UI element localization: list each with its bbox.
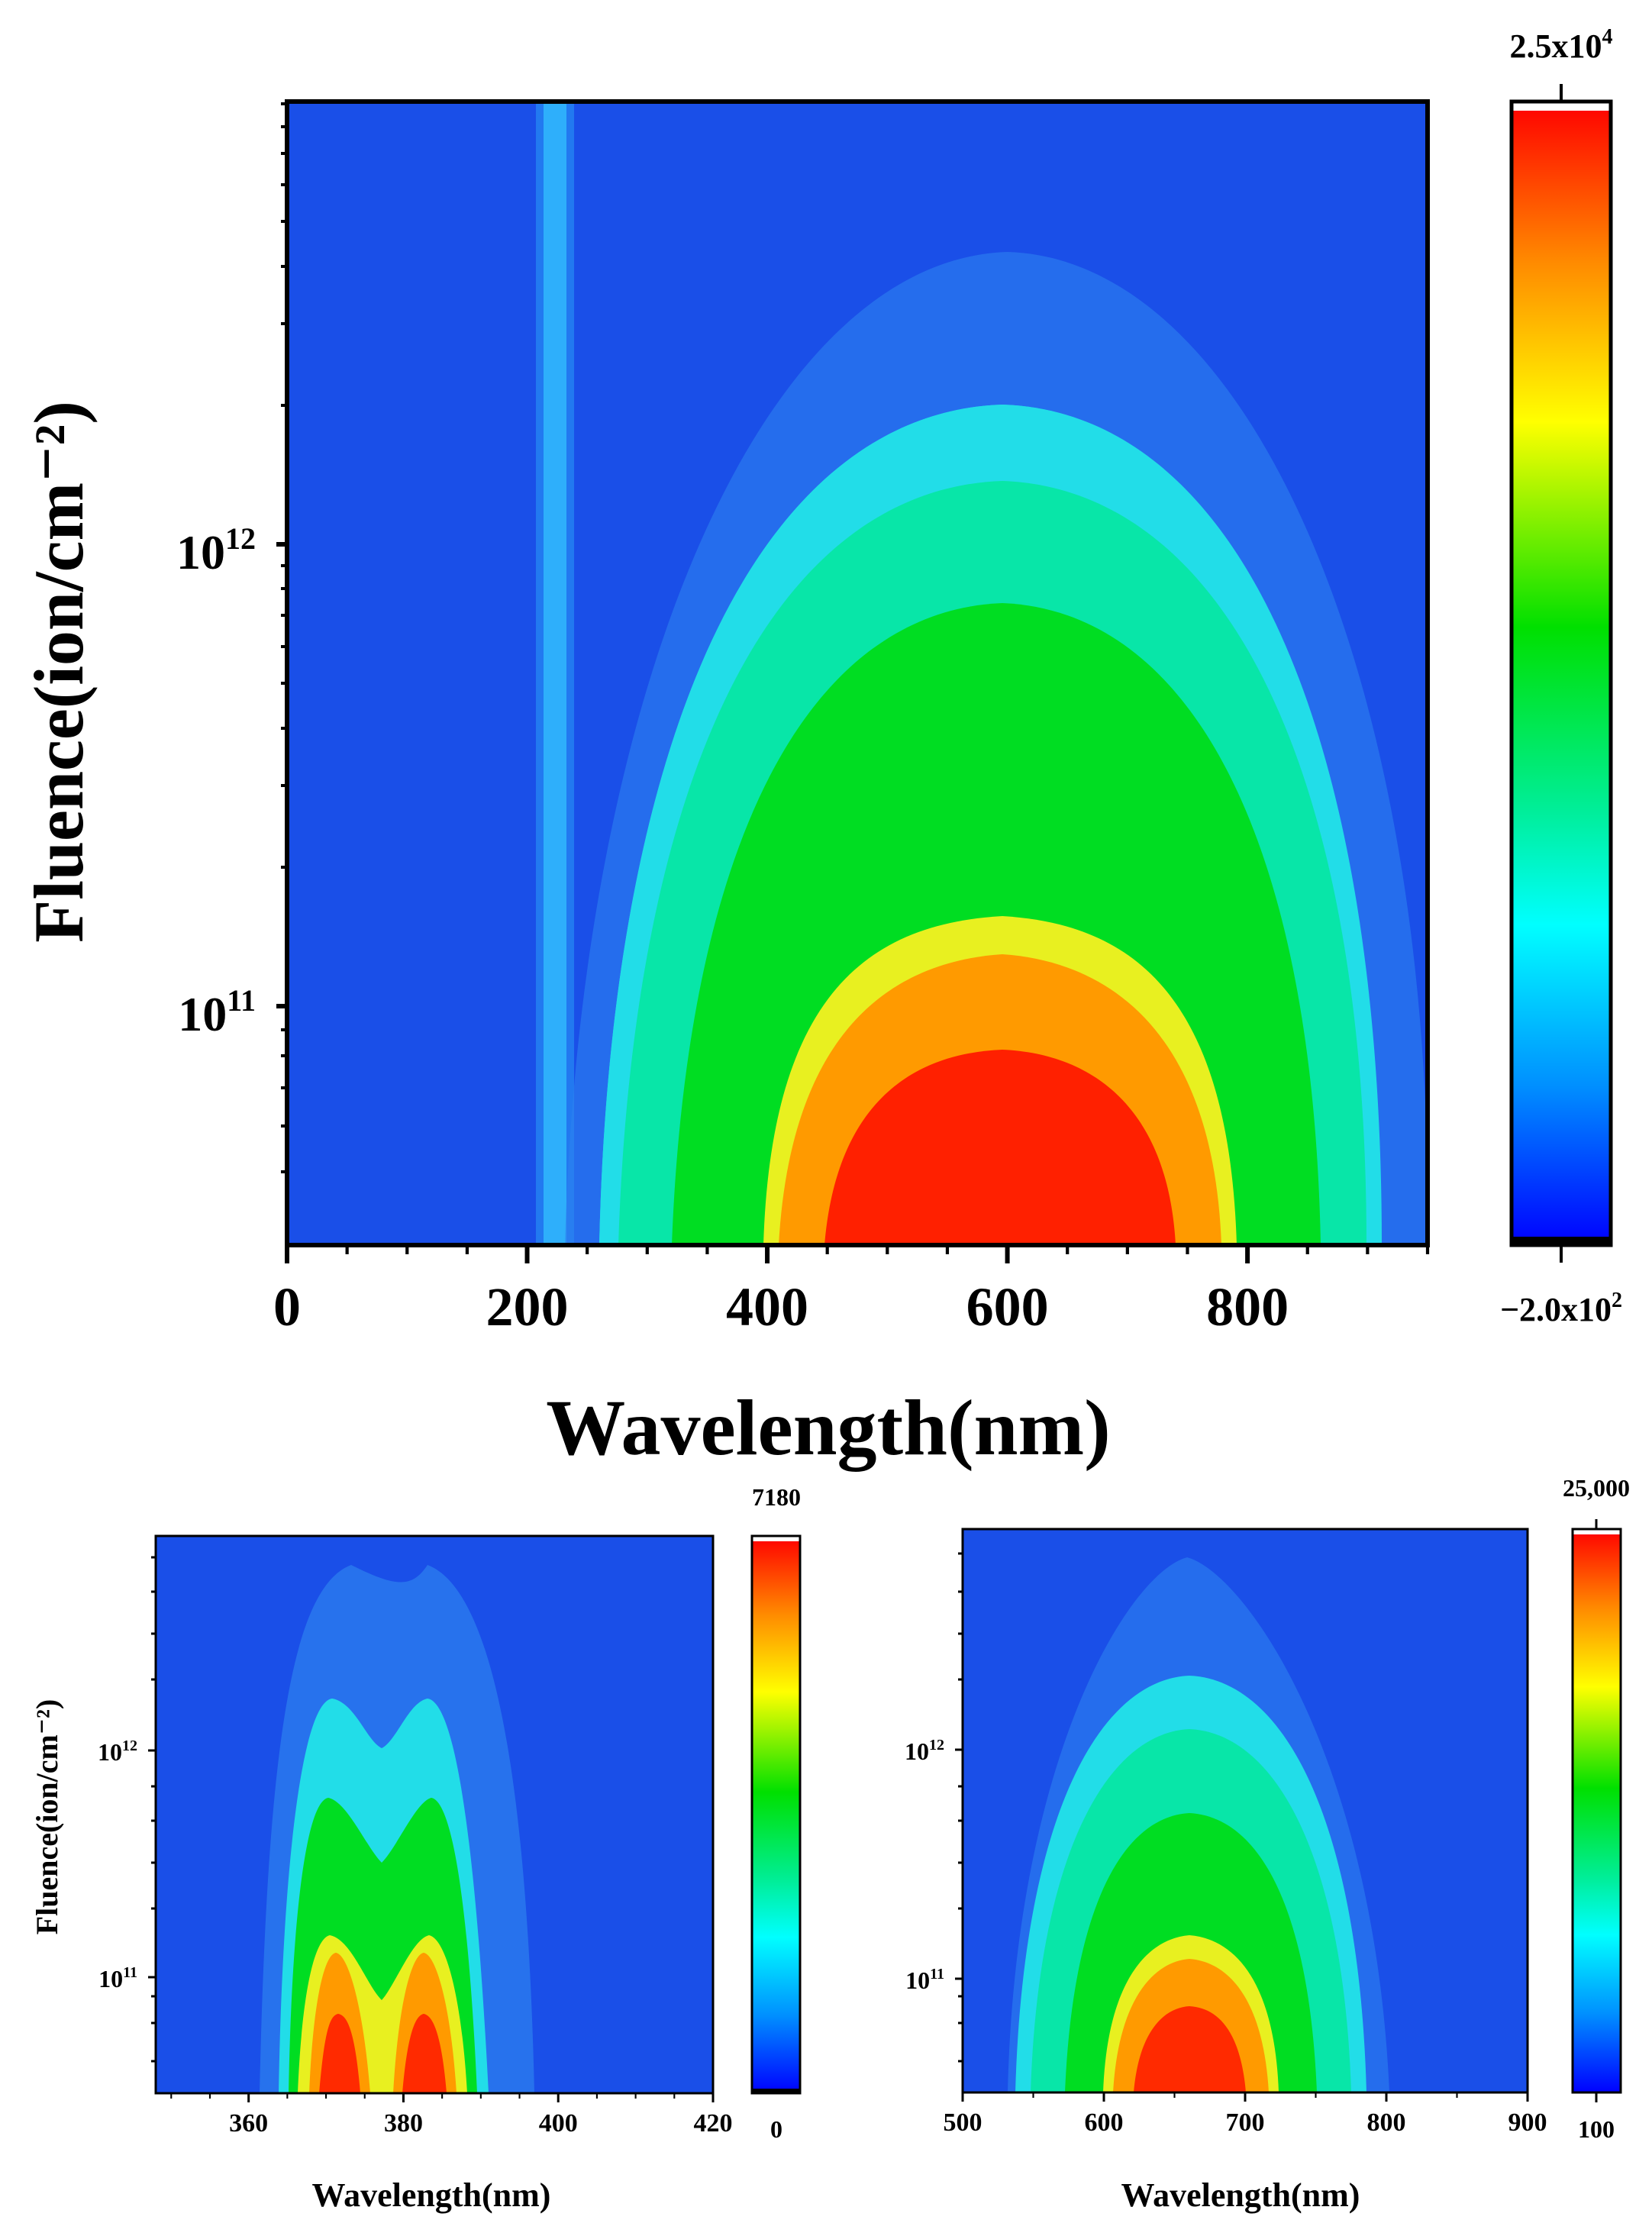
band-red bbox=[1134, 2006, 1246, 2092]
main-heatmap: 0 200 400 600 800 1012 bbox=[20, 99, 1430, 1472]
narrow-line bbox=[544, 102, 566, 1245]
x-axis-title: Wavelength(nm) bbox=[312, 2176, 551, 2214]
colorbar-underflow bbox=[752, 2089, 800, 2093]
x-tick-label: 0 bbox=[273, 1276, 301, 1337]
x-tick-label: 900 bbox=[1508, 2108, 1547, 2137]
inset-left-colorbar: 7180 0 bbox=[750, 1483, 802, 2143]
y-tick-label-1e12: 1012 bbox=[176, 521, 256, 579]
x-axis-ticks: 360 380 400 420 bbox=[170, 2093, 733, 2138]
colorbar-underflow bbox=[1512, 1237, 1611, 1245]
y-tick-label-1e11: 1011 bbox=[98, 1964, 137, 1992]
colorbar-gradient bbox=[1573, 1529, 1621, 2092]
band-red bbox=[824, 1050, 1176, 1245]
y-axis-title: Fluence(ion/cm⁻²) bbox=[30, 1699, 64, 1935]
inset-right-heatmap: 500 600 700 800 900 1012 1011 Wavelength(nm) bbox=[905, 1528, 1547, 2214]
y-axis-ticks bbox=[148, 1556, 156, 2063]
x-tick-label: 600 bbox=[1085, 2108, 1124, 2137]
colorbar-max-label: 2.5x104 bbox=[1510, 25, 1613, 65]
colorbar-overflow bbox=[1573, 1529, 1621, 1534]
x-tick-label: 800 bbox=[1206, 1276, 1289, 1337]
x-tick-label: 420 bbox=[694, 2109, 733, 2138]
y-tick-label-1e11: 1011 bbox=[178, 983, 256, 1041]
colorbar-overflow bbox=[1512, 102, 1611, 111]
colorbar-frame bbox=[750, 1534, 802, 2095]
y-tick-label-1e11: 1011 bbox=[905, 1966, 944, 1994]
colorbar-min-label: −2.0x102 bbox=[1500, 1289, 1622, 1328]
colorbar-min-label: 100 bbox=[1578, 2115, 1615, 2143]
x-tick-label: 800 bbox=[1367, 2108, 1406, 2137]
y-tick-label-1e12: 1012 bbox=[98, 1737, 137, 1766]
x-tick-label: 700 bbox=[1226, 2108, 1265, 2137]
y-axis-ticks bbox=[955, 1552, 963, 2063]
x-tick-label: 380 bbox=[384, 2109, 423, 2138]
x-tick-label: 500 bbox=[944, 2108, 982, 2137]
x-axis-ticks: 0 200 400 600 800 bbox=[273, 1245, 1430, 1337]
x-tick-label: 360 bbox=[229, 2109, 268, 2138]
x-tick-label: 600 bbox=[966, 1276, 1049, 1337]
x-tick-label: 400 bbox=[539, 2109, 578, 2138]
colorbar-min-label: 0 bbox=[770, 2115, 782, 2143]
y-axis-title: Fluence(ion/cm⁻²) bbox=[20, 401, 98, 943]
doublet-peak-1-core bbox=[319, 2014, 360, 2093]
plot-frame bbox=[154, 1534, 715, 2095]
inset-left-heatmap: 360 380 400 420 1012 1011 Wavelength(nm) Fl… bbox=[30, 1534, 733, 2214]
doublet-peak-2-core bbox=[402, 2014, 447, 2093]
main-colorbar: 2.5x104 −2.0x102 bbox=[1500, 25, 1622, 1328]
x-axis-title: Wavelength(nm) bbox=[1121, 2176, 1360, 2214]
colorbar-max-label: 7180 bbox=[752, 1483, 801, 1511]
colorbar-max-label: 25,000 bbox=[1563, 1474, 1630, 1502]
colorbar-overflow bbox=[752, 1536, 800, 1541]
x-tick-label: 200 bbox=[486, 1276, 569, 1337]
x-axis-ticks: 500 600 700 800 900 bbox=[944, 2092, 1547, 2137]
colorbar-gradient bbox=[752, 1536, 800, 2093]
y-axis-ticks bbox=[276, 102, 287, 1173]
plot-frame bbox=[285, 99, 1430, 1247]
x-tick-label: 400 bbox=[726, 1276, 808, 1337]
y-tick-label-1e12: 1012 bbox=[905, 1737, 944, 1765]
inset-right-colorbar: 25,000 100 bbox=[1563, 1474, 1630, 2143]
x-axis-title: Wavelength(nm) bbox=[546, 1384, 1111, 1472]
colorbar-gradient bbox=[1512, 102, 1611, 1245]
